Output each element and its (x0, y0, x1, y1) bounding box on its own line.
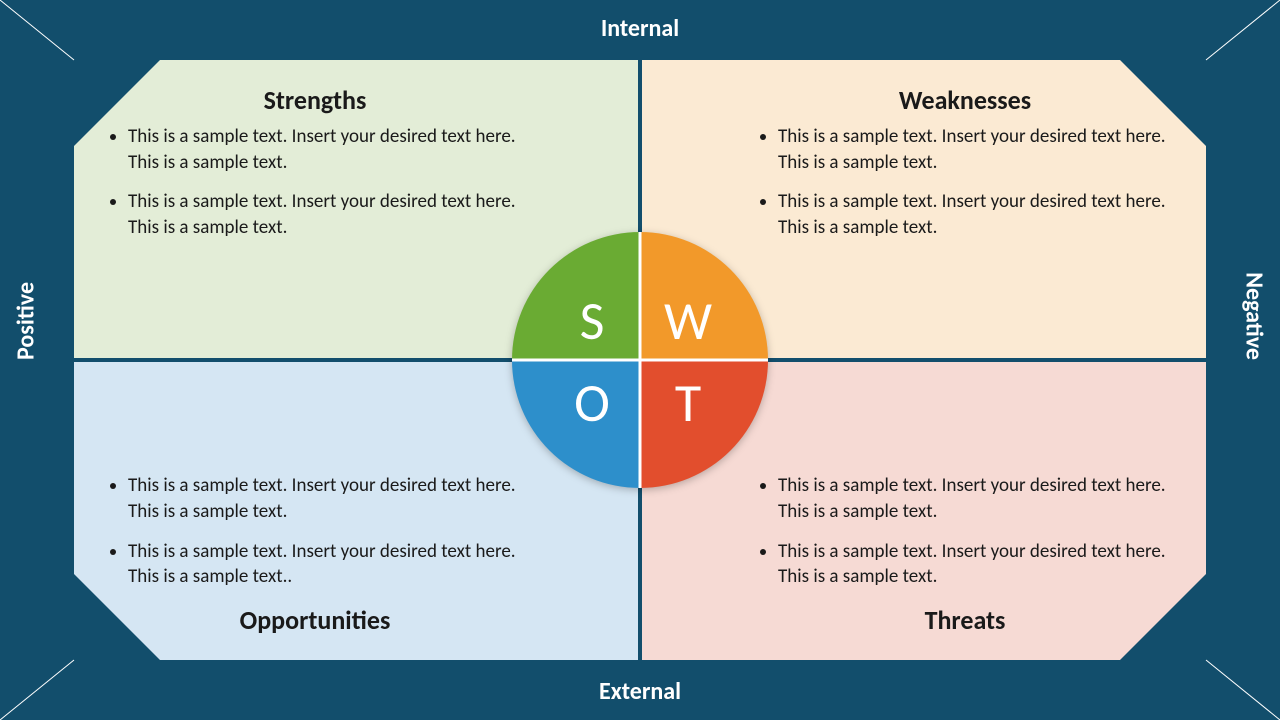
list-item: This is a sample text. Insert your desir… (128, 473, 530, 524)
quadrant-strengths: Strengths This is a sample text. Insert … (100, 84, 530, 255)
list-item: This is a sample text. Insert your desir… (778, 539, 1180, 590)
letter-s: S (562, 288, 622, 354)
list-item: This is a sample text. Insert your desir… (128, 189, 530, 240)
list-item: This is a sample text. Insert your desir… (778, 473, 1180, 524)
list-item: This is a sample text. Insert your desir… (128, 124, 530, 175)
letter-w: W (658, 288, 718, 354)
swot-diagram: Internal External Positive Negative Stre… (0, 0, 1280, 720)
threats-list: This is a sample text. Insert your desir… (750, 473, 1180, 590)
axis-negative: Negative (1240, 272, 1269, 360)
quadrant-opportunities: This is a sample text. Insert your desir… (100, 473, 530, 644)
axis-internal: Internal (0, 14, 1280, 43)
quadrant-weaknesses: Weaknesses This is a sample text. Insert… (750, 84, 1180, 255)
strengths-title: Strengths (100, 84, 530, 116)
letter-t: T (658, 370, 718, 436)
letter-o: O (562, 370, 622, 436)
axis-positive: Positive (12, 282, 41, 360)
strengths-list: This is a sample text. Insert your desir… (100, 124, 530, 241)
threats-title: Threats (750, 604, 1180, 636)
opportunities-list: This is a sample text. Insert your desir… (100, 473, 530, 590)
list-item: This is a sample text. Insert your desir… (128, 539, 530, 590)
list-item: This is a sample text. Insert your desir… (778, 189, 1180, 240)
weaknesses-list: This is a sample text. Insert your desir… (750, 124, 1180, 241)
weaknesses-title: Weaknesses (750, 84, 1180, 116)
opportunities-title: Opportunities (100, 604, 530, 636)
list-item: This is a sample text. Insert your desir… (778, 124, 1180, 175)
axis-external: External (0, 677, 1280, 706)
swot-pie (510, 230, 770, 490)
quadrant-threats: This is a sample text. Insert your desir… (750, 473, 1180, 644)
